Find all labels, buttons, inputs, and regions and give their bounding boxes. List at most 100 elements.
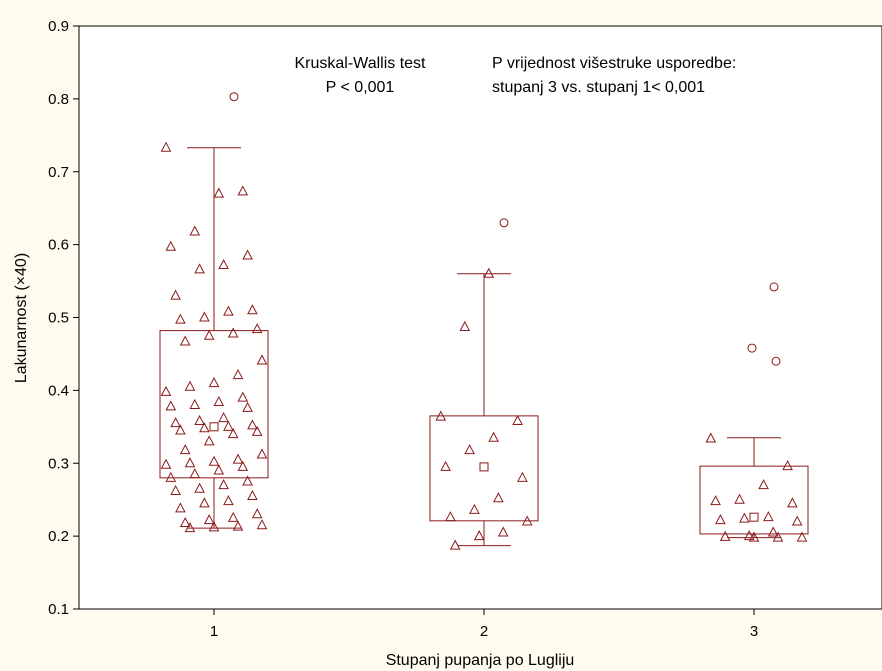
x-tick-label: 2 xyxy=(480,623,488,640)
data-point xyxy=(251,323,263,334)
data-point xyxy=(213,464,225,475)
data-point xyxy=(791,515,803,526)
data-point xyxy=(256,448,268,459)
outlier-point xyxy=(771,356,781,366)
data-point xyxy=(199,422,210,433)
data-point xyxy=(247,489,258,501)
data-point xyxy=(473,530,485,541)
data-point xyxy=(449,539,461,550)
data-point xyxy=(218,411,229,423)
data-point xyxy=(203,329,215,340)
data-point xyxy=(497,526,509,537)
multiple-comparison-title: P vrijednost višestruke usporedbe: xyxy=(492,55,736,72)
x-tick-label: 1 xyxy=(210,623,218,640)
test-p-value: P < 0,001 xyxy=(326,79,395,96)
outlier-point xyxy=(747,343,757,353)
data-point xyxy=(199,497,210,508)
data-point xyxy=(218,258,229,270)
data-point xyxy=(175,313,186,324)
data-point xyxy=(227,511,239,522)
box-group-2 xyxy=(429,218,539,550)
data-point xyxy=(203,435,215,446)
data-point xyxy=(213,187,225,198)
y-tick-label: 0.9 xyxy=(48,18,69,35)
data-point xyxy=(734,493,745,504)
data-point xyxy=(483,267,495,278)
data-point xyxy=(748,531,760,542)
data-point xyxy=(227,428,239,439)
outlier-point xyxy=(769,282,779,292)
data-point xyxy=(440,460,451,471)
data-point xyxy=(772,531,784,542)
data-point xyxy=(208,455,220,466)
data-point xyxy=(256,519,268,530)
data-point xyxy=(435,410,447,421)
outlier-point xyxy=(499,218,509,228)
y-tick-label: 0.8 xyxy=(48,91,69,108)
data-point xyxy=(189,225,201,236)
data-point xyxy=(194,482,205,493)
data-point xyxy=(227,327,239,338)
data-point xyxy=(767,526,779,537)
data-point xyxy=(189,468,201,479)
data-point xyxy=(184,457,196,468)
data-point xyxy=(743,530,755,541)
data-point xyxy=(194,263,205,274)
median-marker xyxy=(209,422,219,432)
data-point xyxy=(170,417,181,428)
box-group-1 xyxy=(159,92,269,533)
data-point xyxy=(170,289,181,300)
data-point xyxy=(160,141,172,152)
data-point xyxy=(488,431,499,442)
data-point xyxy=(739,512,750,523)
data-point xyxy=(521,515,533,526)
data-point xyxy=(242,249,253,260)
data-point xyxy=(493,492,504,503)
x-tick-label: 3 xyxy=(750,623,758,640)
data-point xyxy=(763,511,774,522)
data-point xyxy=(232,369,244,380)
data-point xyxy=(251,425,263,436)
data-point xyxy=(247,419,258,430)
data-point xyxy=(719,530,731,541)
data-point xyxy=(175,424,186,435)
data-point xyxy=(223,495,234,506)
data-point xyxy=(715,514,726,525)
data-point xyxy=(194,414,205,425)
y-tick-label: 0.1 xyxy=(48,601,69,618)
data-point xyxy=(232,453,244,464)
median-marker xyxy=(479,462,489,472)
data-point xyxy=(796,531,808,542)
x-axis: 1 2 3 xyxy=(210,609,758,640)
test-title: Kruskal-Wallis test xyxy=(295,55,427,72)
data-point xyxy=(208,377,220,388)
data-point xyxy=(242,401,253,412)
y-tick-label: 0.5 xyxy=(48,310,69,327)
data-point xyxy=(218,479,229,490)
data-point xyxy=(160,385,172,396)
data-point xyxy=(223,420,234,431)
data-point xyxy=(179,516,191,528)
y-tick-label: 0.3 xyxy=(48,455,69,472)
data-point xyxy=(242,475,253,486)
data-point xyxy=(223,305,234,316)
data-point xyxy=(247,304,258,315)
data-point xyxy=(184,522,196,533)
data-point xyxy=(208,521,220,532)
y-tick-label: 0.7 xyxy=(48,164,69,181)
data-point xyxy=(469,503,480,514)
data-point xyxy=(237,185,249,196)
data-point xyxy=(705,432,717,443)
box-group-3 xyxy=(699,282,809,542)
multiple-comparison-result: stupanj 3 vs. stupanj 1< 0,001 xyxy=(492,79,705,96)
data-point xyxy=(165,400,177,411)
data-point xyxy=(175,502,186,513)
data-point xyxy=(459,320,471,331)
y-tick-label: 0.4 xyxy=(48,382,69,399)
box-series xyxy=(159,92,809,550)
data-point xyxy=(199,311,210,322)
y-axis-title: Lakunarnost (×40) xyxy=(13,253,30,383)
data-point xyxy=(179,444,191,455)
y-tick-label: 0.6 xyxy=(48,237,69,254)
